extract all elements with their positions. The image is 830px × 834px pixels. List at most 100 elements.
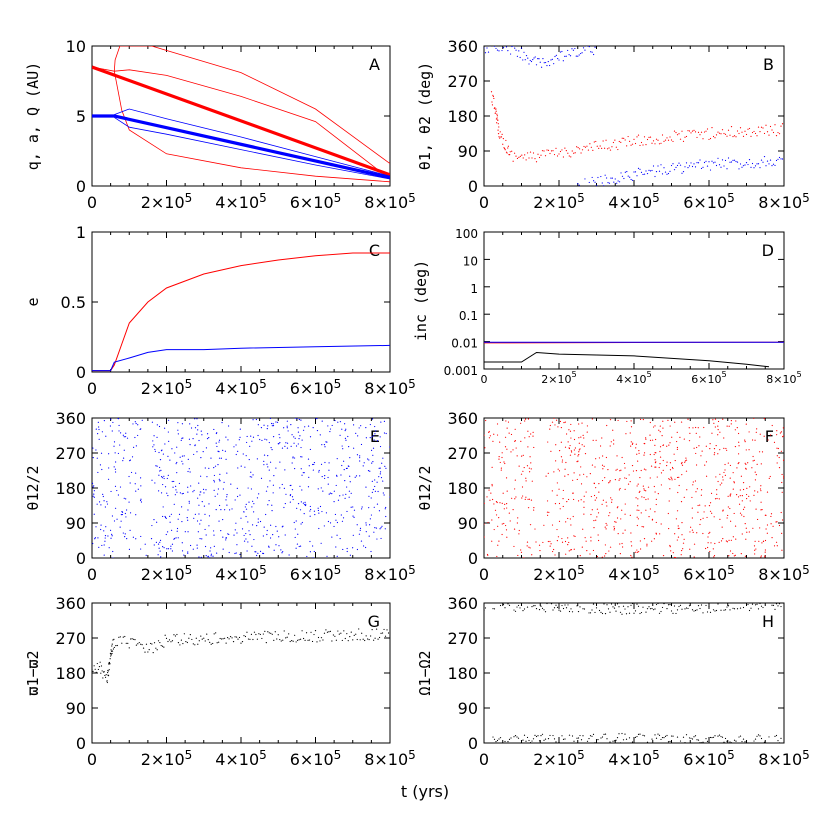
data-point [232,641,235,643]
data-point [595,458,597,460]
data-point [646,608,649,610]
data-point [649,608,652,610]
data-point [618,489,621,491]
data-point [223,509,226,511]
data-point [160,644,162,647]
data-point [110,418,112,420]
data-point [681,608,683,610]
data-point [613,443,615,445]
data-point [167,494,169,497]
data-point [754,471,756,473]
data-point [653,453,655,456]
data-point [636,136,638,138]
data-point [181,437,183,439]
data-point [522,59,524,61]
data-point [217,450,219,452]
data-point [188,502,190,504]
series-line [484,351,770,368]
data-point [336,521,339,524]
data-point [262,633,264,635]
data-point [752,746,753,747]
data-point [92,670,94,672]
data-point [255,418,257,421]
data-point [700,518,702,521]
data-point [159,539,162,541]
data-point [732,746,733,747]
data-point [681,130,683,132]
data-point [608,182,611,184]
data-point [560,456,563,458]
data-point [176,491,178,493]
data-point [604,733,607,735]
data-point [660,164,662,166]
data-point [207,555,210,557]
data-point [384,508,386,510]
data-point [729,550,732,552]
data-point [282,639,284,641]
data-point [564,55,566,57]
data-point [132,536,134,538]
data-point [307,425,310,427]
data-point [759,527,761,529]
data-point [712,419,714,421]
data-point [515,155,517,157]
data-point [639,612,641,615]
data-point [559,420,562,423]
data-point [145,643,148,645]
x-tick-label: 6×105 [290,748,342,769]
data-point [778,133,781,135]
data-point [212,555,214,557]
data-point [344,429,346,432]
data-point [686,489,688,491]
data-point [198,640,200,642]
data-point [585,491,587,493]
data-point [711,432,713,434]
data-point [162,483,164,486]
data-point [511,46,513,48]
data-point [121,642,123,644]
data-point [533,509,535,511]
data-point [629,514,631,516]
data-point [772,163,775,165]
data-point [688,427,690,429]
data-point [567,152,569,154]
data-point [780,450,782,452]
data-point [725,447,727,450]
data-point [129,512,132,514]
data-point [302,472,304,474]
data-point [149,642,152,645]
data-point [617,533,619,535]
data-point [108,453,110,455]
data-point [662,420,664,422]
data-point [125,432,127,434]
data-point [712,609,715,611]
data-point [280,640,282,642]
data-point [520,473,523,475]
data-point [726,449,728,451]
data-point [215,432,217,435]
data-point [385,432,387,435]
data-point [631,545,633,547]
data-point [169,515,171,518]
data-point [702,532,704,535]
data-point [515,447,517,449]
data-point [676,476,679,479]
data-point [369,437,371,439]
data-point [692,481,694,483]
data-point [636,603,638,605]
data-point [192,643,194,645]
data-point [176,530,178,532]
data-point [339,495,341,497]
data-point [371,436,373,438]
data-point [636,453,638,455]
data-point [766,524,769,526]
data-point [778,156,781,159]
data-point [316,429,319,432]
data-point [718,132,721,134]
data-point [110,654,112,656]
data-point [113,445,115,447]
data-point [321,475,323,478]
data-point [645,469,647,471]
y-tick-label: 1 [470,282,478,296]
